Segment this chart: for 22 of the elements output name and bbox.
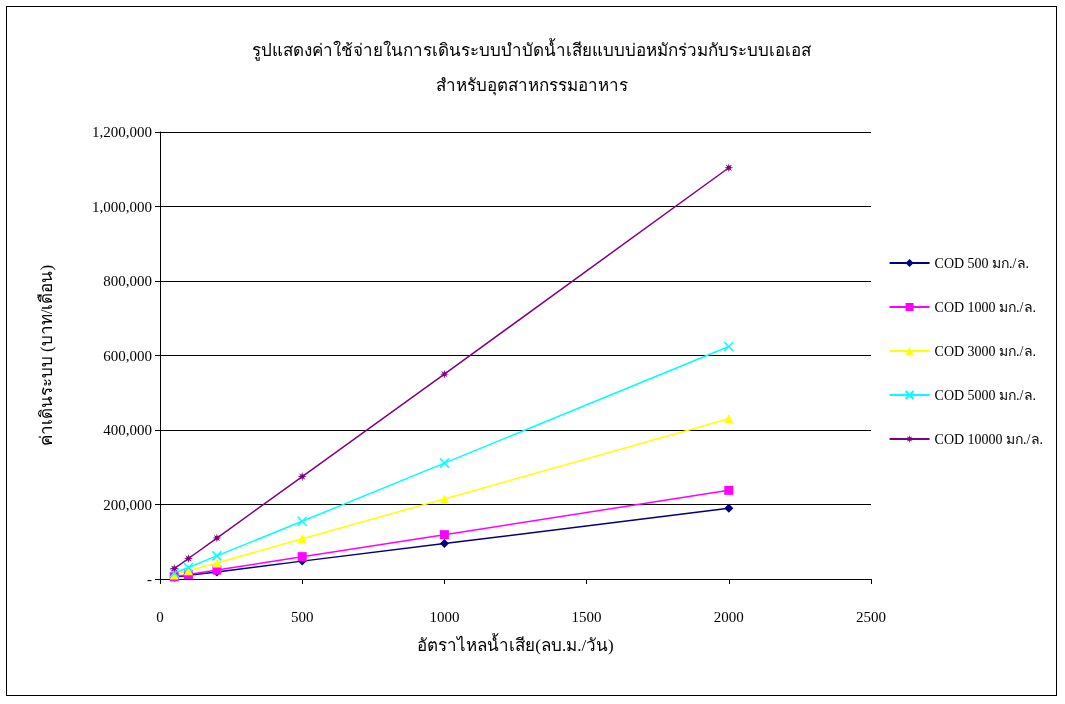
y-tick-label: - <box>147 571 152 587</box>
chart-title: รูปแสดงค่าใช้จ่ายในการเดินระบบบำบัดน้ำเสียแบบบ่อหมักร่วมกับระบบเอเอส <box>252 38 812 61</box>
x-tick-label: 1500 <box>571 608 602 625</box>
y-tick-label: 1,200,000 <box>92 124 152 140</box>
chart-subtitle: สำหรับอุตสาหกรรมอาหาร <box>435 76 628 96</box>
x-tick-label: 1000 <box>429 608 460 625</box>
legend-label: COD 3000 มก./ล. <box>934 343 1036 359</box>
x-tick-label: 500 <box>290 608 314 625</box>
legend-label: COD 5000 มก./ล. <box>934 387 1036 403</box>
x-axis-title: อัตราไหลน้ำเสีย(ลบ.ม./วัน) <box>417 633 614 655</box>
y-tick-label: 800,000 <box>103 273 152 289</box>
x-tick-label: 2000 <box>713 608 744 625</box>
y-axis-title: ค่าเดินระบบ (บาท/เดือน) <box>37 264 56 447</box>
x-tick-label: 0 <box>156 608 164 625</box>
legend-label: COD 1000 มก./ล. <box>934 299 1036 315</box>
legend-label: COD 10000 มก./ล. <box>934 431 1043 447</box>
y-tick-label: 1,000,000 <box>92 198 152 215</box>
y-tick-label: 200,000 <box>103 496 152 513</box>
x-tick-label: 2500 <box>856 608 886 625</box>
y-tick-label: 400,000 <box>103 422 152 438</box>
y-tick-label: 600,000 <box>103 347 152 364</box>
legend-label: COD 500 มก./ล. <box>934 255 1029 271</box>
